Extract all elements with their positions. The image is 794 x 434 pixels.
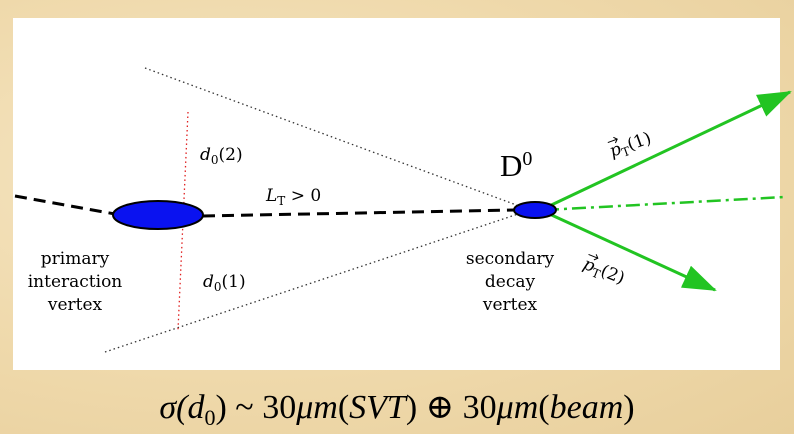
caption-part: ) ⊕ 30 <box>406 389 497 426</box>
symbol: D <box>500 148 522 183</box>
suffix: (1) <box>222 272 246 292</box>
secondary-vertex-marker <box>514 202 556 218</box>
primary-vertex-marker <box>113 201 203 229</box>
superscript: 0 <box>522 148 532 170</box>
d0-upper-label: d0(2) <box>200 145 243 167</box>
decay-length-label: LT > 0 <box>265 186 321 208</box>
symbol: L <box>265 186 277 206</box>
caption-part: 0 <box>204 405 215 430</box>
diagram: d0(2) d0(1) LT > 0 D0 pT(1) pT(2) primar… <box>0 0 794 434</box>
caption-part: μm <box>496 389 539 426</box>
symbol: d <box>203 272 214 292</box>
label-line: secondary <box>466 249 555 269</box>
symbol: d <box>200 145 211 165</box>
label-line: vertex <box>47 295 103 315</box>
slide: d0(2) d0(1) LT > 0 D0 pT(1) pT(2) primar… <box>0 0 794 434</box>
label-line: decay <box>485 272 536 292</box>
caption: σ(d0) ~ 30μm(SVT) ⊕ 30μm(beam) <box>159 389 634 430</box>
subscript: 0 <box>214 280 222 294</box>
caption-part: ) ~ 30 <box>215 389 296 426</box>
caption-part: d <box>187 389 205 426</box>
caption-part: beam <box>550 389 624 426</box>
caption-part: ) <box>623 389 634 426</box>
relation: > 0 <box>285 186 321 206</box>
label-line: interaction <box>28 272 123 292</box>
caption-part: σ( <box>159 389 190 426</box>
suffix: (2) <box>219 145 243 165</box>
d0-lower-label: d0(1) <box>203 272 246 294</box>
caption-part: SVT <box>349 389 408 426</box>
label-line: vertex <box>482 295 538 315</box>
label-line: primary <box>41 249 110 269</box>
caption-part: ( <box>338 389 349 426</box>
diagram-panel <box>13 18 780 370</box>
subscript: 0 <box>211 153 219 167</box>
caption-part: μm <box>295 389 338 426</box>
subscript: T <box>277 194 285 208</box>
caption-part: ( <box>538 389 549 426</box>
